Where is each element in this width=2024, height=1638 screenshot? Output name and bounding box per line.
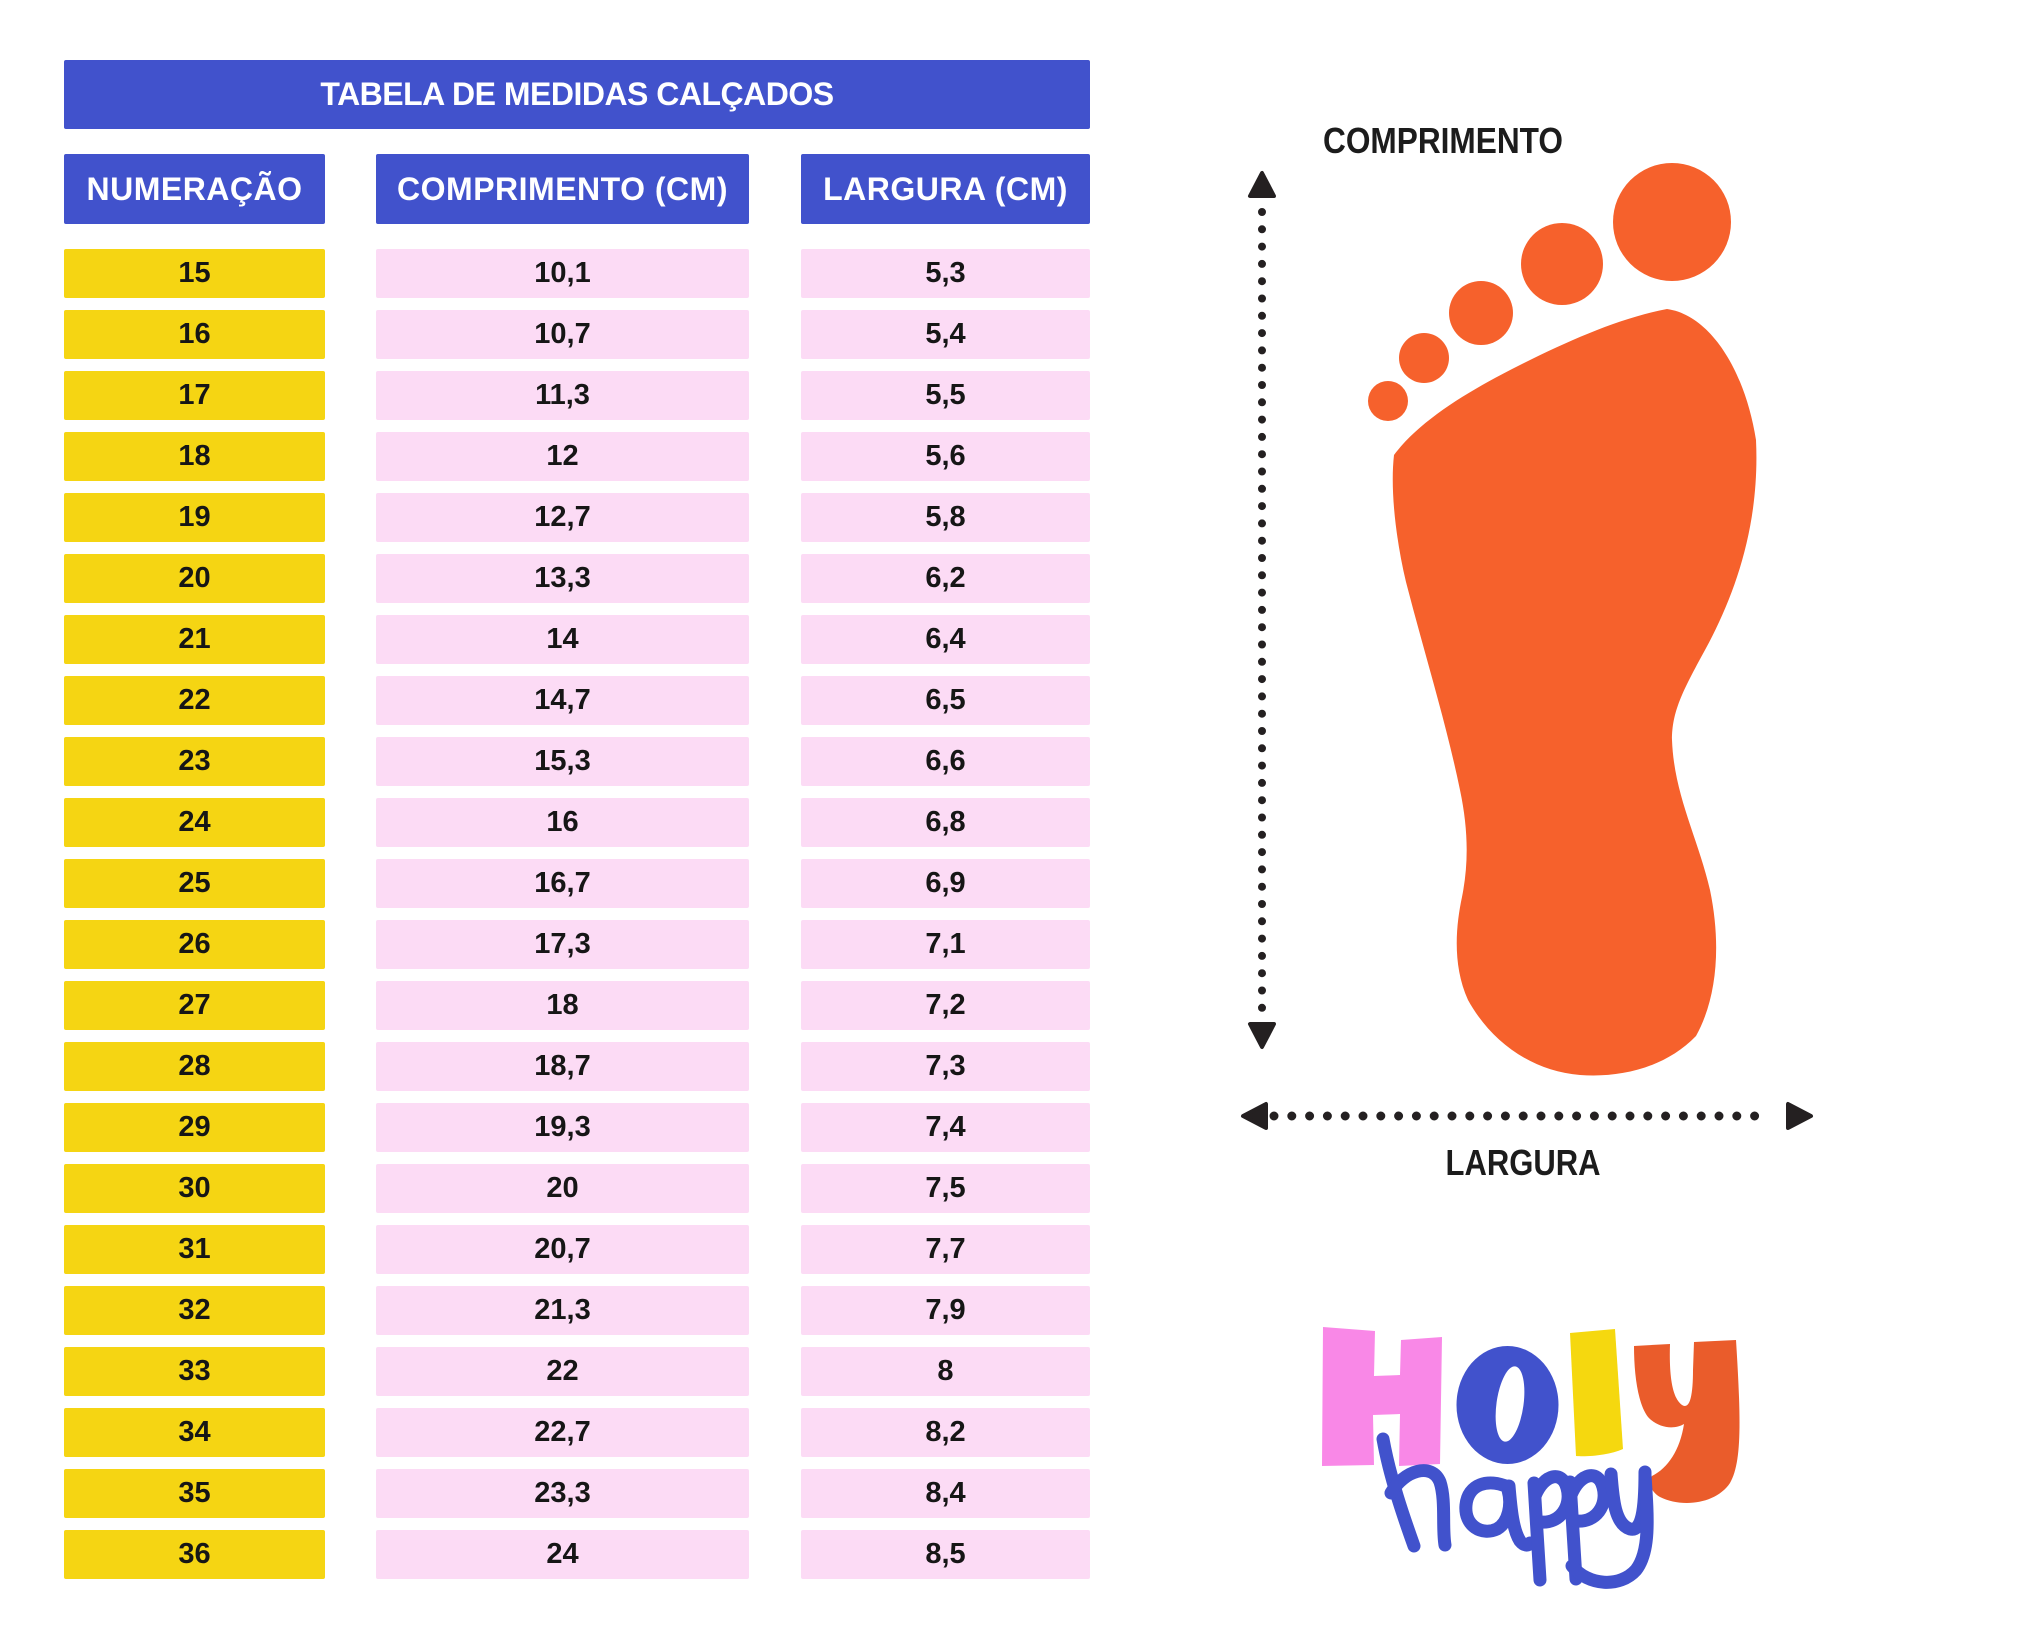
svg-text:COMPRIMENTO: COMPRIMENTO [1323,120,1563,161]
svg-text:LARGURA: LARGURA [1446,1142,1601,1183]
